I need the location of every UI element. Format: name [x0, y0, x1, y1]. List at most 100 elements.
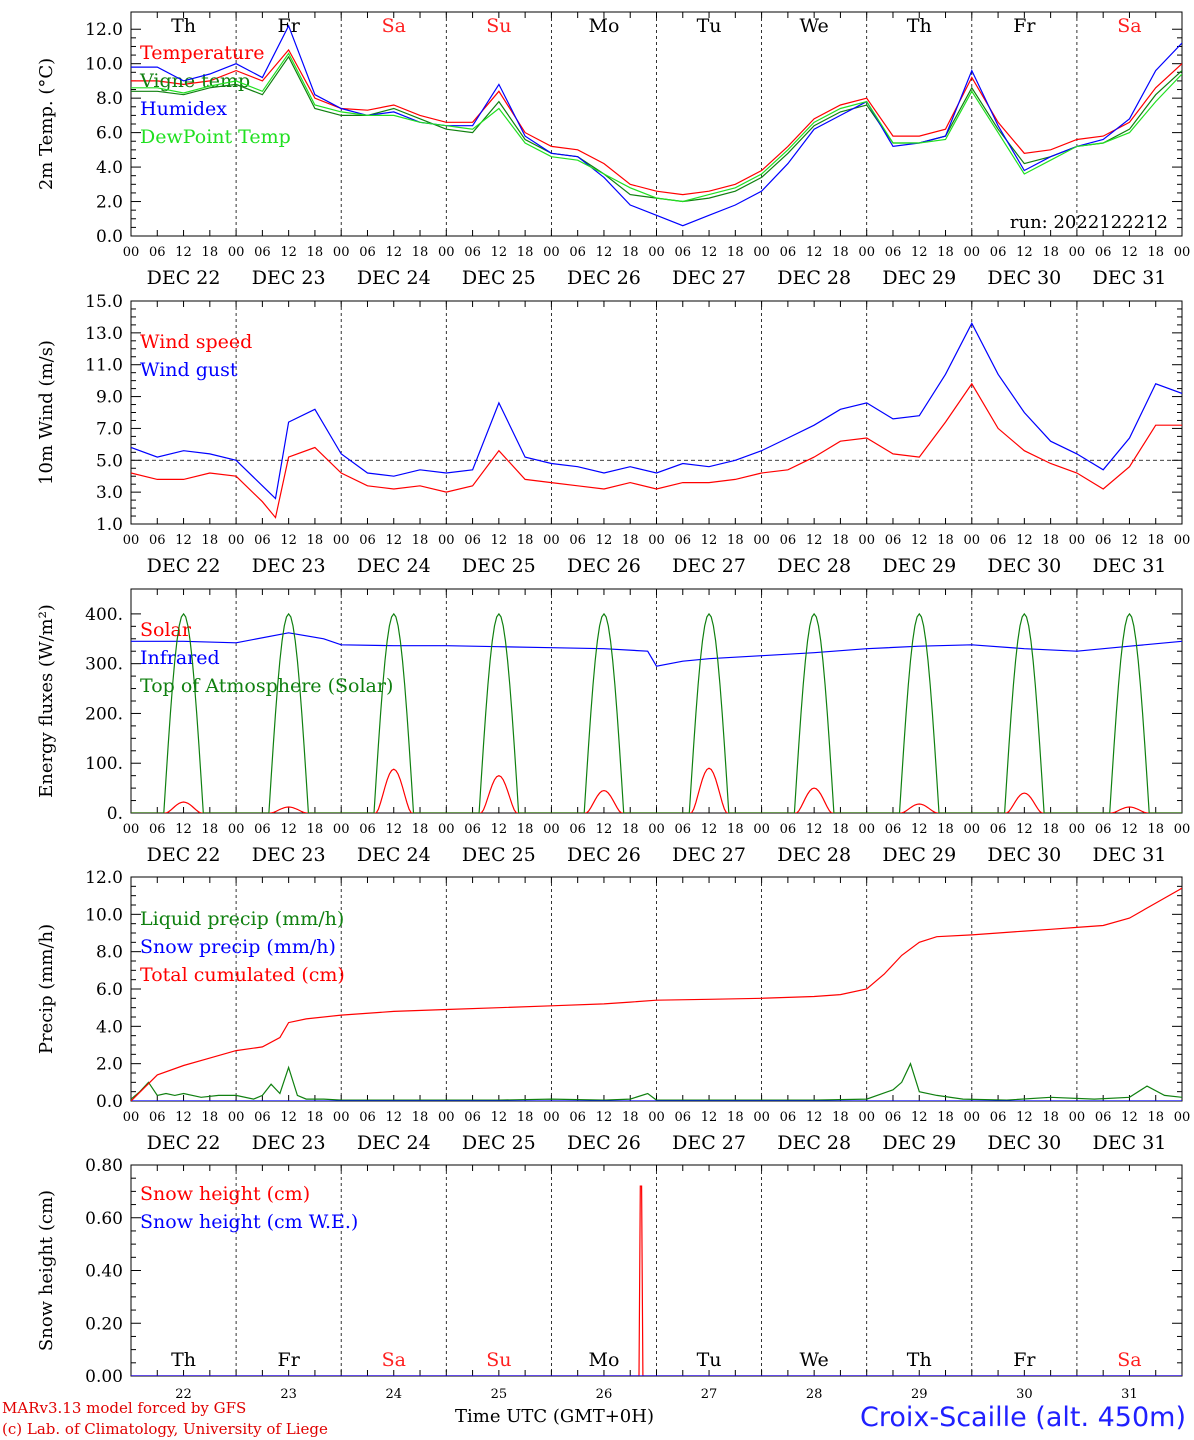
date-label: DEC 31 — [1093, 555, 1167, 577]
y-tick-label: 8.0 — [96, 89, 123, 109]
hour-tick-label: 12 — [911, 533, 928, 548]
y-tick-label: 3.0 — [96, 483, 123, 503]
legend-entry: Wind speed — [140, 331, 252, 353]
hour-tick-label: 18 — [1042, 1110, 1059, 1125]
hour-tick-label: 18 — [307, 533, 324, 548]
date-label: DEC 26 — [567, 1132, 641, 1154]
y-tick-label: 8.0 — [96, 943, 123, 963]
hour-tick-label: 06 — [885, 533, 902, 548]
hour-tick-label: 18 — [517, 533, 534, 548]
hour-tick-label: 06 — [359, 245, 376, 260]
hour-tick-label: 12 — [701, 533, 718, 548]
y-axis-label: Energy fluxes (W/m²) — [36, 604, 57, 798]
hour-tick-label: 18 — [1042, 245, 1059, 260]
date-label: DEC 28 — [777, 555, 851, 577]
hour-tick-label: 06 — [359, 1110, 376, 1125]
y-axis-label: Snow height (cm) — [36, 1190, 57, 1351]
date-label: DEC 29 — [882, 844, 956, 866]
series-line-dewpoint-temp — [131, 52, 1182, 203]
y-tick-label: 12.0 — [85, 868, 123, 888]
legend-entry: DewPoint Temp — [140, 126, 291, 148]
hour-tick-label: 06 — [569, 822, 586, 837]
hour-tick-label: 18 — [517, 1110, 534, 1125]
legend-entry: Solar — [140, 619, 192, 641]
hour-tick-label: 18 — [832, 822, 849, 837]
hour-tick-label: 00 — [333, 533, 350, 548]
hour-tick-label: 18 — [202, 822, 219, 837]
hour-tick-label: 12 — [1121, 822, 1138, 837]
date-label: DEC 30 — [987, 844, 1061, 866]
hour-tick-label: 18 — [727, 822, 744, 837]
hour-tick-label: 06 — [675, 533, 692, 548]
y-tick-label: 15.0 — [85, 292, 123, 312]
hour-tick-label: 06 — [464, 1110, 481, 1125]
hour-tick-label: 00 — [753, 822, 770, 837]
y-tick-label: 0.20 — [85, 1314, 123, 1334]
weekday-label: Sa — [1117, 15, 1141, 37]
hour-tick-label: 06 — [569, 533, 586, 548]
date-label: DEC 24 — [357, 1132, 431, 1154]
hour-tick-label: 12 — [1016, 533, 1033, 548]
date-label: DEC 24 — [357, 267, 431, 289]
hour-tick-label: 12 — [491, 1110, 508, 1125]
hour-tick-label: 00 — [858, 822, 875, 837]
y-tick-label: 4.0 — [96, 1017, 123, 1037]
hour-tick-label: 18 — [832, 1110, 849, 1125]
hour-tick-label: 06 — [780, 245, 797, 260]
hour-tick-label: 12 — [385, 533, 402, 548]
date-label: DEC 25 — [462, 1132, 536, 1154]
hour-tick-label: 12 — [175, 1110, 192, 1125]
hour-tick-label: 18 — [727, 533, 744, 548]
hour-tick-label: 00 — [1174, 1110, 1191, 1125]
hour-tick-label: 12 — [1121, 533, 1138, 548]
hour-tick-label: 00 — [228, 245, 245, 260]
weekday-label: Su — [486, 15, 511, 37]
series-line-humidex — [131, 24, 1182, 227]
hour-tick-label: 12 — [175, 822, 192, 837]
hour-tick-label: 00 — [1174, 822, 1191, 837]
hour-tick-label: 18 — [1042, 533, 1059, 548]
hour-tick-label: 18 — [1147, 533, 1164, 548]
weekday-label: Th — [907, 15, 932, 37]
y-tick-label: 0.60 — [85, 1209, 123, 1229]
legend-entry: Vigne temp — [139, 70, 250, 92]
day-number-label: 31 — [1121, 1387, 1138, 1402]
hour-tick-label: 12 — [491, 245, 508, 260]
hour-tick-label: 00 — [438, 822, 455, 837]
hour-tick-label: 12 — [385, 822, 402, 837]
hour-tick-label: 00 — [1069, 1110, 1086, 1125]
hour-tick-label: 18 — [622, 245, 639, 260]
hour-tick-label: 00 — [123, 245, 140, 260]
hour-tick-label: 06 — [254, 533, 271, 548]
hour-tick-label: 12 — [175, 533, 192, 548]
station-title: Croix-Scaille (alt. 450m) — [859, 1402, 1186, 1433]
hour-tick-label: 06 — [149, 245, 166, 260]
weekday-label: Th — [171, 1349, 196, 1371]
series-line-liquid-precip-mm-h- — [131, 1062, 1182, 1101]
series-line-wind-gust — [131, 321, 1182, 500]
series-line-snow-height-cm- — [131, 1185, 1182, 1376]
date-label: DEC 23 — [252, 555, 326, 577]
y-tick-label: 0.80 — [85, 1156, 123, 1176]
y-tick-label: 0.00 — [85, 1367, 123, 1387]
hour-tick-label: 18 — [937, 822, 954, 837]
date-label: DEC 27 — [672, 555, 746, 577]
y-tick-label: 4.0 — [96, 158, 123, 178]
hour-tick-label: 00 — [543, 245, 560, 260]
hour-tick-label: 18 — [202, 245, 219, 260]
day-number-label: 29 — [911, 1387, 928, 1402]
date-label: DEC 28 — [777, 1132, 851, 1154]
date-label: DEC 22 — [147, 267, 221, 289]
date-label: DEC 29 — [882, 555, 956, 577]
hour-tick-label: 12 — [701, 245, 718, 260]
weekday-label: Fr — [1013, 1349, 1036, 1371]
date-label: DEC 29 — [882, 1132, 956, 1154]
plot-frame — [130, 11, 1183, 237]
hour-tick-label: 12 — [385, 245, 402, 260]
hour-tick-label: 12 — [701, 1110, 718, 1125]
series-line-infrared — [131, 632, 1182, 667]
hour-tick-label: 12 — [596, 822, 613, 837]
date-label: DEC 28 — [777, 844, 851, 866]
y-tick-label: 12.0 — [85, 20, 123, 40]
hour-tick-label: 00 — [543, 533, 560, 548]
